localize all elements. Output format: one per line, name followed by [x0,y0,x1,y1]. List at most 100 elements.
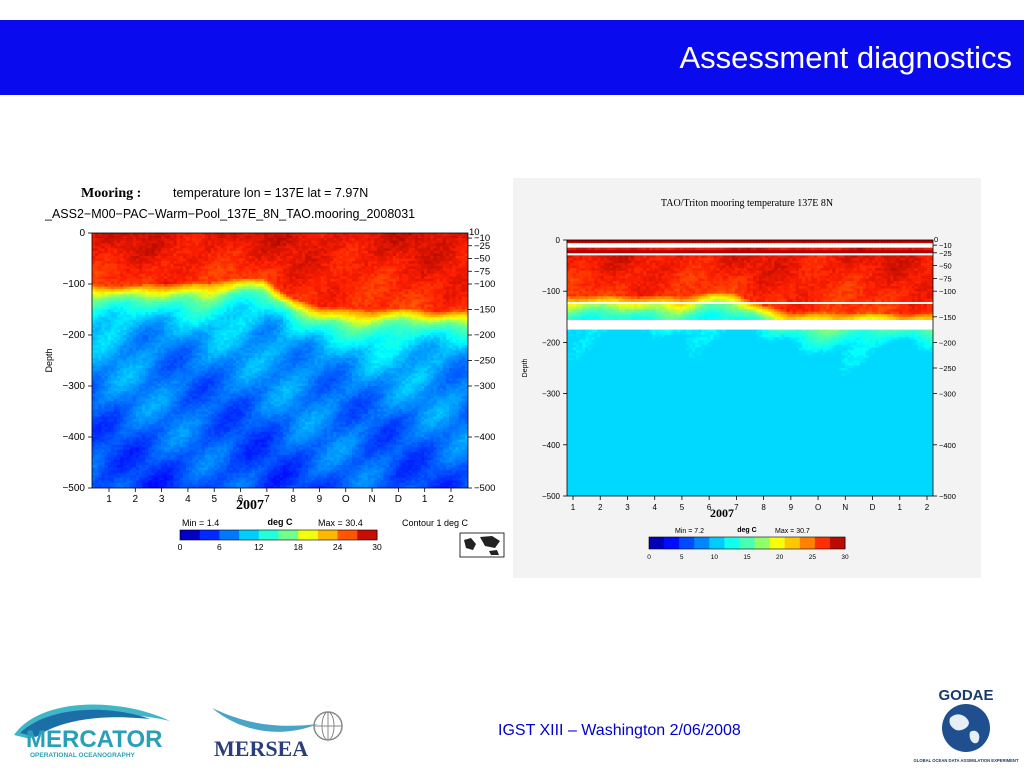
field-cell [104,245,109,249]
field-cell [154,370,159,374]
field-cell [179,268,184,272]
field-cell [126,263,131,267]
field-cell [120,452,124,456]
field-cell [117,284,121,288]
field-cell [110,360,115,364]
field-cell [139,439,143,443]
field-cell [167,340,171,344]
field-cell [198,273,203,277]
field-cell [92,388,96,392]
field-cell [126,327,131,331]
field-cell [170,411,175,415]
field-cell [176,462,181,466]
field-cell [207,271,212,275]
field-cell [139,380,143,385]
field-cell [192,255,196,260]
field-cell [98,467,102,471]
field-cell [186,475,190,479]
field-cell [157,304,162,308]
field-cell [189,411,193,415]
field-cell [92,398,96,402]
field-cell [170,360,175,364]
field-cell [151,243,156,247]
field-cell [179,454,184,458]
field-cell [204,360,209,364]
field-cell [201,255,206,260]
field-cell [207,429,212,433]
field-cell [173,312,178,316]
field-cell [104,457,109,461]
field-cell [198,263,203,267]
field-cell [170,314,175,318]
field-cell [201,352,206,356]
field-cell [195,352,200,356]
field-cell [117,322,121,326]
field-cell [160,421,165,425]
field-cell [207,380,212,385]
field-cell [113,350,118,354]
field-cell [160,383,165,387]
field-cell [207,401,212,405]
field-cell [201,258,206,262]
field-cell [204,314,209,318]
field-cell [182,391,187,395]
field-cell [167,398,171,402]
field-cell [110,253,115,257]
field-cell [160,370,165,374]
field-cell [107,268,112,272]
field-cell [104,480,109,484]
field-cell [139,345,143,349]
field-cell [182,294,187,298]
field-cell [129,301,134,305]
field-cell [170,248,175,252]
field-cell [123,319,128,323]
field-cell [101,294,106,298]
field-cell [170,301,175,305]
field-cell [135,317,140,321]
field-cell [167,365,171,369]
field-cell [164,375,168,379]
field-cell [110,459,115,464]
field-cell [132,378,137,382]
field-cell [107,278,112,283]
field-cell [104,431,109,436]
field-cell [164,447,168,451]
field-cell [192,317,196,321]
field-cell [107,462,112,466]
field-cell [92,363,96,367]
field-cell [95,449,99,453]
field-cell [182,431,187,436]
field-cell [126,388,131,392]
field-cell [195,271,200,275]
field-cell [110,370,115,374]
field-cell [145,388,149,392]
field-cell [95,406,99,410]
field-cell [173,480,178,484]
field-cell [186,467,190,471]
field-cell [104,482,109,487]
field-cell [151,414,156,418]
field-cell [95,261,99,265]
field-cell [120,266,124,270]
field-cell [135,276,140,280]
field-cell [142,301,146,305]
field-cell [154,329,159,334]
field-cell [126,337,131,341]
field-cell [142,411,146,415]
field-cell [145,457,149,461]
field-cell [148,342,153,346]
field-cell [126,299,131,303]
field-cell [157,263,162,267]
field-cell [107,398,112,402]
field-cell [123,284,128,288]
field-cell [110,322,115,326]
field-cell [201,250,206,254]
field-cell [167,268,171,272]
field-cell [145,355,149,359]
field-cell [148,454,153,458]
field-cell [98,457,102,461]
field-cell [164,442,168,446]
field-cell [104,319,109,323]
field-cell [154,276,159,280]
field-cell [95,240,99,244]
